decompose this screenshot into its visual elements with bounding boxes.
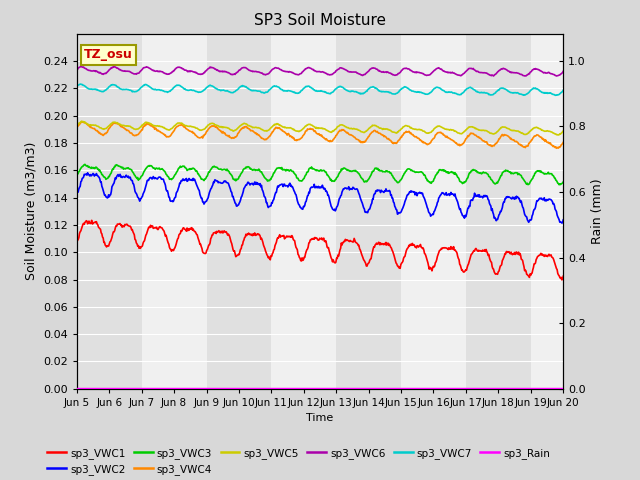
sp3_VWC1 <box>182 227 189 232</box>
sp3_Rain <box>379 385 387 391</box>
sp3_VWC6 <box>394 72 401 77</box>
sp3_VWC6 <box>490 73 497 79</box>
sp3_VWC2 <box>380 189 387 195</box>
sp3_Rain <box>559 385 567 391</box>
sp3_VWC3 <box>182 165 189 171</box>
Bar <box>401 34 466 389</box>
sp3_VWC5 <box>559 128 567 134</box>
sp3_VWC2 <box>207 185 215 191</box>
sp3_VWC5 <box>207 120 215 126</box>
sp3_VWC7 <box>559 87 567 93</box>
sp3_VWC4 <box>394 139 401 144</box>
sp3_VWC1 <box>559 273 567 279</box>
sp3_VWC7 <box>132 89 140 95</box>
sp3_VWC6 <box>83 66 90 72</box>
Y-axis label: Soil Moisture (m3/m3): Soil Moisture (m3/m3) <box>24 142 37 280</box>
sp3_VWC7 <box>207 83 215 89</box>
sp3_VWC5 <box>73 122 81 128</box>
sp3_VWC2 <box>84 170 92 176</box>
sp3_VWC6 <box>182 67 189 73</box>
Line: sp3_VWC3: sp3_VWC3 <box>77 164 563 185</box>
sp3_VWC6 <box>207 64 215 70</box>
sp3_VWC3 <box>556 182 563 188</box>
sp3_Rain <box>73 385 81 391</box>
sp3_VWC2 <box>73 192 81 198</box>
sp3_Rain <box>207 385 214 391</box>
sp3_VWC2 <box>394 211 401 217</box>
sp3_VWC5 <box>394 129 401 135</box>
sp3_VWC1 <box>207 235 215 240</box>
sp3_VWC4 <box>559 140 567 145</box>
sp3_VWC1 <box>380 242 387 248</box>
Bar <box>77 34 141 389</box>
sp3_Rain <box>181 385 189 391</box>
sp3_VWC6 <box>380 69 387 74</box>
sp3_VWC7 <box>394 90 401 96</box>
sp3_VWC4 <box>380 132 387 138</box>
sp3_VWC2 <box>132 191 140 196</box>
sp3_VWC2 <box>182 177 189 183</box>
sp3_Rain <box>82 385 90 391</box>
sp3_VWC7 <box>552 93 559 98</box>
sp3_Rain <box>132 385 140 391</box>
Line: sp3_VWC2: sp3_VWC2 <box>77 173 563 223</box>
sp3_VWC3 <box>207 166 215 171</box>
sp3_VWC5 <box>182 123 189 129</box>
Bar <box>207 34 271 389</box>
Text: TZ_osu: TZ_osu <box>84 48 133 61</box>
sp3_VWC3 <box>380 168 387 174</box>
sp3_VWC3 <box>132 175 140 180</box>
sp3_VWC1 <box>394 263 401 269</box>
sp3_VWC4 <box>73 125 81 131</box>
Legend: sp3_VWC1, sp3_VWC2, sp3_VWC3, sp3_VWC4, sp3_VWC5, sp3_VWC6, sp3_VWC7, sp3_Rain: sp3_VWC1, sp3_VWC2, sp3_VWC3, sp3_VWC4, … <box>43 444 554 479</box>
Bar <box>336 34 401 389</box>
sp3_VWC1 <box>558 277 566 283</box>
sp3_VWC7 <box>182 87 189 93</box>
sp3_VWC3 <box>81 161 89 167</box>
sp3_VWC4 <box>552 145 560 151</box>
sp3_VWC6 <box>73 66 81 72</box>
sp3_VWC6 <box>559 69 567 74</box>
Bar <box>141 34 207 389</box>
sp3_VWC3 <box>394 180 401 185</box>
sp3_VWC2 <box>558 220 566 226</box>
sp3_VWC4 <box>207 124 215 130</box>
sp3_VWC1 <box>88 217 95 223</box>
sp3_VWC1 <box>82 219 90 225</box>
Line: sp3_VWC6: sp3_VWC6 <box>77 67 563 76</box>
sp3_VWC5 <box>77 119 85 124</box>
Line: sp3_VWC1: sp3_VWC1 <box>77 220 563 280</box>
sp3_VWC5 <box>132 126 140 132</box>
Bar <box>271 34 336 389</box>
sp3_VWC1 <box>73 240 81 245</box>
sp3_VWC4 <box>83 120 90 126</box>
sp3_VWC2 <box>559 217 567 223</box>
sp3_VWC6 <box>77 64 84 70</box>
Line: sp3_VWC4: sp3_VWC4 <box>77 121 563 148</box>
sp3_VWC7 <box>76 81 84 87</box>
Line: sp3_VWC7: sp3_VWC7 <box>77 84 563 96</box>
sp3_VWC5 <box>554 132 562 138</box>
sp3_VWC6 <box>132 72 140 77</box>
sp3_VWC4 <box>79 119 87 124</box>
sp3_VWC4 <box>132 132 140 138</box>
Title: SP3 Soil Moisture: SP3 Soil Moisture <box>254 13 386 28</box>
sp3_VWC7 <box>73 84 81 89</box>
Bar <box>531 34 563 389</box>
X-axis label: Time: Time <box>307 413 333 423</box>
sp3_VWC4 <box>182 126 189 132</box>
Y-axis label: Rain (mm): Rain (mm) <box>591 179 604 244</box>
sp3_VWC7 <box>380 89 387 95</box>
sp3_VWC5 <box>83 120 90 126</box>
Bar <box>466 34 531 389</box>
sp3_VWC2 <box>82 172 90 178</box>
sp3_VWC7 <box>83 84 90 90</box>
sp3_VWC3 <box>559 179 567 185</box>
sp3_VWC5 <box>380 126 387 132</box>
sp3_VWC3 <box>73 173 81 179</box>
Line: sp3_VWC5: sp3_VWC5 <box>77 121 563 135</box>
sp3_VWC3 <box>83 163 90 169</box>
sp3_VWC1 <box>132 240 140 246</box>
sp3_Rain <box>393 385 401 391</box>
